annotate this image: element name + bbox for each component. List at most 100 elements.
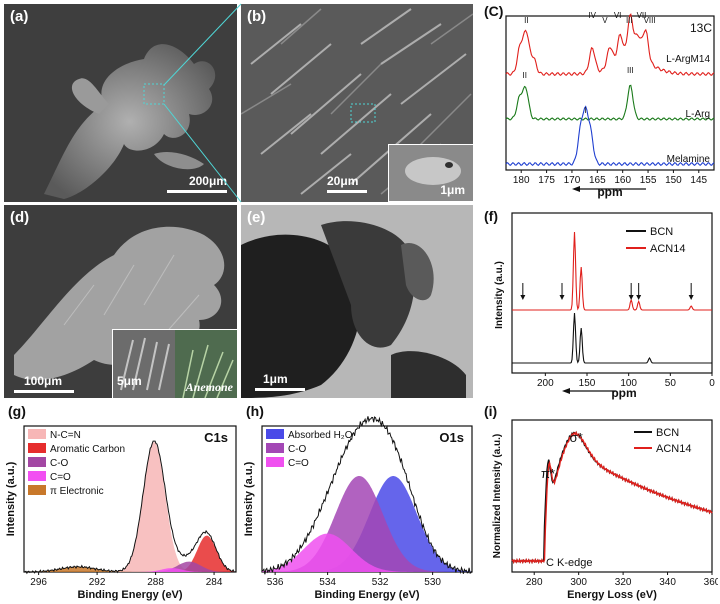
- scale-label-d: 100μm: [24, 374, 63, 388]
- inset-caption-d: Anemone: [185, 380, 233, 394]
- annotation-pi-star: π*: [541, 466, 555, 481]
- x-tick-label: 530: [424, 577, 441, 588]
- sem-texture-a: [4, 4, 237, 202]
- x-tick-label: 532: [372, 577, 389, 588]
- chart-g: (g) 296 292 288 284 C1s Intensity (a.u.) Bindin…: [5, 403, 237, 601]
- x-tick-label: 155: [640, 175, 657, 186]
- panel-b-tag: (b): [247, 8, 267, 25]
- peak-label: II: [524, 16, 528, 25]
- panel-d-tag: (d): [10, 209, 30, 226]
- legend-label: C=O: [288, 458, 309, 469]
- peak-label: IV: [588, 11, 596, 20]
- x-tick-label: 160: [614, 175, 631, 186]
- sem-image-a: (a) 200μm: [4, 4, 237, 202]
- component-peak-3: [24, 568, 236, 572]
- series-line-1: [512, 231, 712, 311]
- legend-label: Aromatic Carbon: [50, 444, 125, 455]
- x-tick-label: 180: [513, 175, 530, 186]
- series-line-0: [505, 13, 715, 77]
- scale-label-e: 1μm: [263, 372, 288, 386]
- x-tick-label: 150: [665, 175, 682, 186]
- series-line-1: [505, 84, 715, 121]
- x-tick-label: 170: [564, 175, 581, 186]
- peak-label: III: [627, 66, 634, 75]
- x-tick-label: 534: [319, 577, 336, 588]
- chart-f: (f) 200 150 100 50 0 Intensity (a.u.) ppm BCN ACN…: [484, 208, 715, 400]
- x-tick-label: 288: [147, 577, 164, 588]
- x-tick-label: 284: [206, 577, 223, 588]
- legend-label: C-O: [50, 458, 69, 469]
- peak-arrow-head: [636, 295, 642, 300]
- legend-swatch: [28, 457, 46, 467]
- component-peak-4: [24, 566, 236, 572]
- peak-arrow-head: [688, 295, 694, 300]
- chart-title: 13C: [690, 21, 712, 35]
- plot-frame: [511, 212, 713, 374]
- panel-tag: (C): [484, 3, 503, 19]
- legend-label: BCN: [650, 226, 673, 238]
- y-axis-label: Normalized Intensity (a.u.): [492, 434, 503, 558]
- legend-label: π Electronic: [50, 486, 104, 497]
- tem-image-e: (e) 1μm: [241, 205, 473, 398]
- x-tick-label: 200: [537, 378, 554, 389]
- direction-arrow-head: [572, 186, 580, 192]
- peak-label: VII: [637, 11, 647, 20]
- legend-swatch: [28, 485, 46, 495]
- peak-label: VI: [614, 11, 622, 20]
- measured-envelope: [23, 440, 237, 575]
- legend-label: ACN14: [650, 243, 685, 255]
- y-axis-label: Intensity (a.u.): [5, 461, 17, 536]
- x-tick-label: 300: [570, 577, 587, 588]
- sem-image-b: (b) 1μm 20μm: [241, 4, 473, 202]
- panel-tag: (g): [8, 403, 26, 419]
- annotation-sigma-star: σ*: [570, 430, 583, 445]
- x-tick-label: 175: [538, 175, 555, 186]
- x-tick-label: 280: [526, 577, 543, 588]
- x-axis-label: Binding Energy (eV): [77, 589, 182, 601]
- component-peak-2: [262, 533, 472, 572]
- series-line-1: [511, 430, 713, 565]
- legend-swatch: [28, 471, 46, 481]
- x-tick-label: 340: [659, 577, 676, 588]
- x-tick-label: 360: [704, 577, 718, 588]
- x-axis-label: Energy Loss (eV): [567, 589, 657, 601]
- peak-arrow-head: [520, 295, 526, 300]
- x-axis-label: Binding Energy (eV): [314, 589, 419, 601]
- legend-swatch: [266, 457, 284, 467]
- legend-swatch: [266, 429, 284, 439]
- x-tick-label: 320: [615, 577, 632, 588]
- x-axis-label: ppm: [611, 386, 636, 400]
- scale-bar-b: [327, 190, 367, 193]
- legend-label: BCN: [656, 427, 679, 439]
- inset-scale-label-b: 1μm: [440, 183, 465, 197]
- chart-title: C1s: [204, 430, 228, 445]
- y-axis-label: Intensity (a.u.): [494, 261, 505, 329]
- component-peak-1: [24, 535, 236, 572]
- legend-label: ACN14: [656, 443, 691, 455]
- component-peak-1: [262, 476, 472, 572]
- chart-title: O1s: [439, 430, 464, 445]
- series-line-0: [512, 312, 712, 364]
- annotation-edge: C K-edge: [546, 557, 592, 569]
- inset-image-b: 1μm: [388, 144, 473, 202]
- x-tick-label: 165: [589, 175, 606, 186]
- legend-label: Absorbed H₂O: [288, 430, 353, 441]
- measured-envelope: [261, 416, 473, 575]
- peak-arrow-head: [559, 295, 565, 300]
- inset-scale-label-d: 5μm: [117, 374, 142, 388]
- legend-swatch: [28, 429, 46, 439]
- x-tick-label: 50: [665, 378, 677, 389]
- chart-i: (i) 280 300 320 340 360 Normalized Intensity (…: [484, 403, 718, 601]
- scale-label-a: 200μm: [188, 174, 227, 188]
- x-tick-label: 0: [709, 378, 715, 389]
- x-axis-label: ppm: [597, 185, 622, 199]
- direction-arrow-head: [562, 388, 570, 394]
- series-line-2: [505, 105, 715, 167]
- x-tick-label: 145: [690, 175, 707, 186]
- peak-label: II: [523, 71, 527, 80]
- sem-image-d: (d) 5μm Anemone 100μm: [4, 205, 237, 398]
- plot-frame: [511, 419, 713, 573]
- panel-e-tag: (e): [247, 209, 266, 226]
- legend-label: N-C=N: [50, 430, 81, 441]
- peak-arrow-head: [628, 295, 634, 300]
